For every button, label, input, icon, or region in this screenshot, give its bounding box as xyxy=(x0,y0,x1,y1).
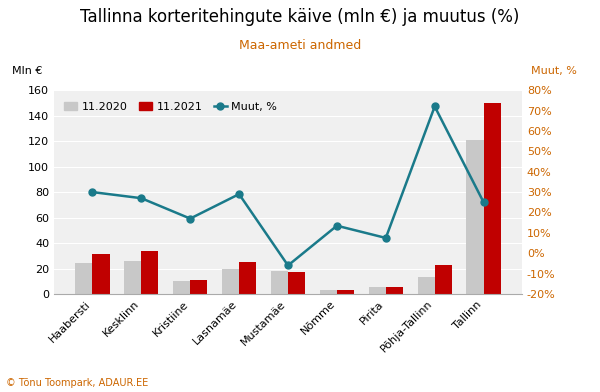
Muut, % xyxy=(187,216,194,221)
Bar xyxy=(124,261,141,294)
Bar xyxy=(173,281,190,294)
Bar xyxy=(466,140,484,294)
Legend: 11.2020, 11.2021, Muut, %: 11.2020, 11.2021, Muut, % xyxy=(59,98,281,117)
Bar xyxy=(141,251,158,294)
Text: © Tõnu Toompark, ADAUR.EE: © Tõnu Toompark, ADAUR.EE xyxy=(6,378,148,388)
Text: Tallinna korteritehingute käive (mln €) ja muutus (%): Tallinna korteritehingute käive (mln €) … xyxy=(80,8,520,26)
Bar xyxy=(386,287,403,294)
Text: Mln €: Mln € xyxy=(12,66,42,76)
Muut, % xyxy=(382,236,389,240)
Bar xyxy=(418,277,435,294)
Muut, % xyxy=(284,263,292,268)
Bar xyxy=(239,262,256,294)
Bar xyxy=(435,265,452,294)
Bar xyxy=(190,280,208,294)
Bar xyxy=(320,290,337,294)
Muut, % xyxy=(334,223,341,228)
Muut, % xyxy=(480,200,487,205)
Text: Muut, %: Muut, % xyxy=(532,66,577,76)
Muut, % xyxy=(235,192,242,196)
Bar xyxy=(222,269,239,294)
Bar xyxy=(484,103,501,294)
Bar xyxy=(337,290,354,294)
Bar xyxy=(288,272,305,294)
Bar xyxy=(92,254,110,294)
Bar xyxy=(271,271,288,294)
Muut, % xyxy=(431,104,439,109)
Text: Maa-ameti andmed: Maa-ameti andmed xyxy=(239,39,361,52)
Bar xyxy=(368,287,386,294)
Line: Muut, %: Muut, % xyxy=(89,103,487,269)
Muut, % xyxy=(89,190,96,194)
Bar xyxy=(75,263,92,294)
Muut, % xyxy=(137,196,145,201)
